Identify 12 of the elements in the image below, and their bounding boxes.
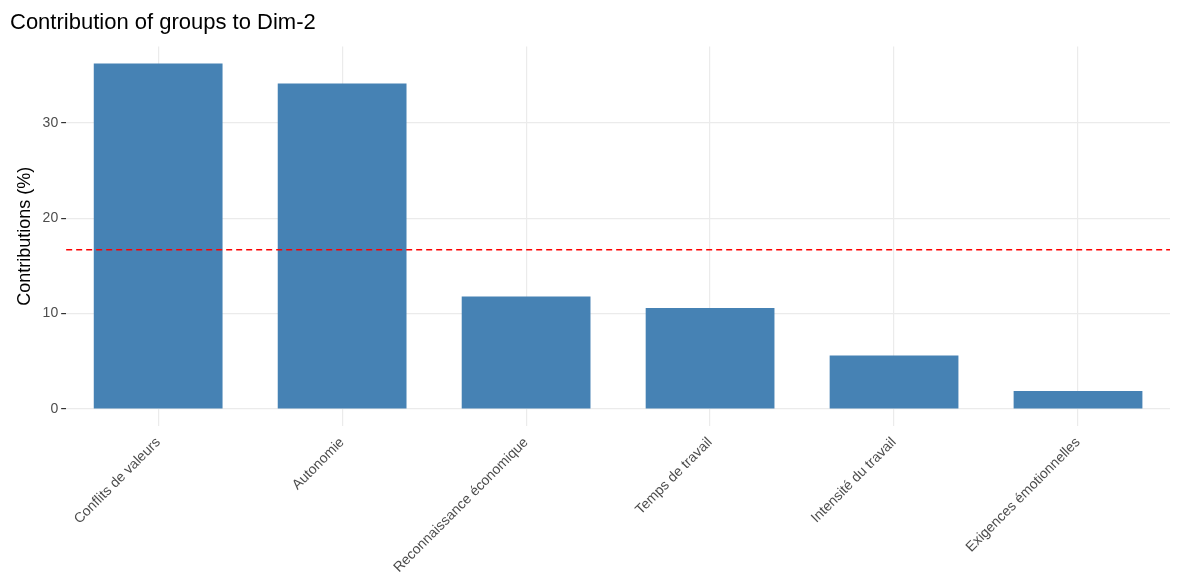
y-axis-title: Contributions (%) xyxy=(13,166,34,306)
chart-title: Contribution of groups to Dim-2 xyxy=(10,9,316,35)
bar xyxy=(93,63,223,409)
bar xyxy=(461,296,591,409)
y-tick-label: 0 xyxy=(50,399,59,416)
bar xyxy=(277,83,407,409)
bar xyxy=(829,355,959,409)
y-tick-label: 10 xyxy=(42,304,59,321)
bar xyxy=(645,307,775,409)
bar xyxy=(1013,390,1143,409)
y-tick-label: 20 xyxy=(42,209,59,226)
y-tick-label: 30 xyxy=(42,113,59,130)
